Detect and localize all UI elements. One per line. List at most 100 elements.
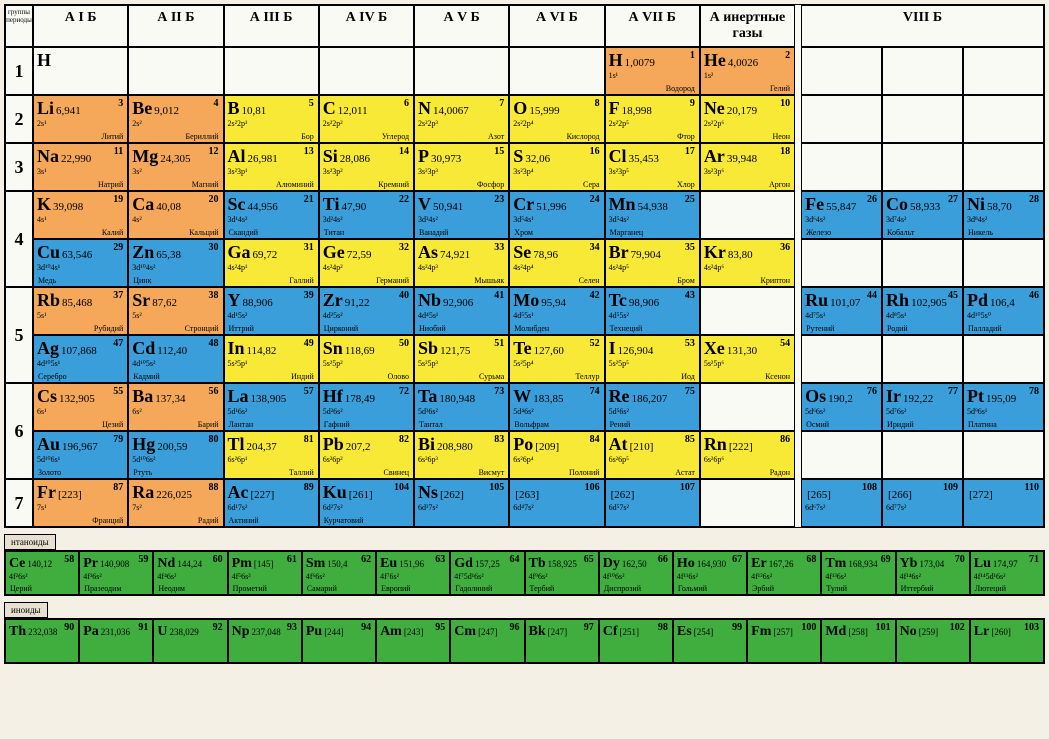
element-symbol: Lu xyxy=(974,556,991,571)
electron-config: 6s²6p⁶ xyxy=(704,456,791,464)
electron-config: 3s²3p⁵ xyxy=(609,168,696,176)
atomic-number: 100 xyxy=(801,622,816,633)
element-name: Сера xyxy=(583,180,600,189)
element-symbol: At xyxy=(609,434,628,454)
atomic-number: 9 xyxy=(690,98,695,109)
atomic-mass: 183,85 xyxy=(533,393,563,405)
atomic-mass: 72,59 xyxy=(347,249,372,261)
atomic-mass: 47,90 xyxy=(341,201,366,213)
atomic-mass: 167,26 xyxy=(769,559,794,569)
element-name: Кальций xyxy=(189,228,218,237)
element-cell: 84Po[209]6s²6p⁴Полоний xyxy=(509,431,604,479)
element-name: Титан xyxy=(324,228,344,237)
element-cell: 24Cr51,9963d⁵4s¹Хром xyxy=(509,191,604,239)
atomic-number: 16 xyxy=(590,146,600,157)
element-name: Марганец xyxy=(610,228,644,237)
element-symbol: La xyxy=(228,386,249,406)
element-symbol: Er xyxy=(751,556,767,571)
element-name: Диспрозий xyxy=(604,584,641,593)
element-cell: 63Eu151,964f⁷6s²Европий xyxy=(376,551,450,595)
atomic-number: 76 xyxy=(867,386,877,397)
electron-config: 6d²7s² xyxy=(323,504,410,512)
atomic-mass: 140,12 xyxy=(27,559,52,569)
atomic-mass: [262] xyxy=(440,489,464,501)
element-symbol: Cs xyxy=(37,386,57,406)
element-cell: 96Cm[247] xyxy=(450,619,524,663)
atomic-number: 20 xyxy=(209,194,219,205)
element-cell: 77Ir192,225d⁷6s²Иридий xyxy=(882,383,963,431)
atomic-mass: 6,941 xyxy=(56,105,81,117)
atomic-number: 37 xyxy=(113,290,123,301)
atomic-number: 2 xyxy=(785,50,790,61)
electron-config: 6d¹7s² xyxy=(228,504,315,512)
element-name: Иттрий xyxy=(229,324,254,333)
electron-config: 3d¹⁰4s² xyxy=(132,264,219,272)
element-cell: 3Li6,9412s¹Литий xyxy=(33,95,128,143)
element-symbol: Tm xyxy=(825,556,846,571)
element-cell: 70Yb173,044f¹⁴6s²Иттербий xyxy=(896,551,970,595)
electron-config: 5d²6s² xyxy=(323,408,410,416)
group-header: А II Б xyxy=(128,5,223,47)
element-cell: 11Na22,9903s¹Натрий xyxy=(33,143,128,191)
atomic-number: 64 xyxy=(510,554,520,565)
atomic-mass: 200,59 xyxy=(157,441,187,453)
atomic-number: 28 xyxy=(1029,194,1039,205)
element-symbol: B xyxy=(228,98,240,118)
element-name: Неон xyxy=(772,132,790,141)
atomic-number: 80 xyxy=(209,434,219,445)
atomic-number: 58 xyxy=(64,554,74,565)
electron-config: 5s¹ xyxy=(37,312,124,320)
atomic-mass: 101,07 xyxy=(830,297,860,309)
atomic-mass: [265] xyxy=(807,489,831,501)
atomic-number: 56 xyxy=(209,386,219,397)
element-name: Криптон xyxy=(761,276,791,285)
element-name: Цинк xyxy=(133,276,151,285)
atomic-number: 8 xyxy=(595,98,600,109)
atomic-number: 53 xyxy=(685,338,695,349)
element-cell: 90Th232,038 xyxy=(5,619,79,663)
element-symbol: Pt xyxy=(967,386,984,406)
atomic-mass: 226,025 xyxy=(156,489,192,501)
element-symbol: Nd xyxy=(157,556,175,571)
atomic-number: 98 xyxy=(658,622,668,633)
element-symbol: Ga xyxy=(228,242,251,262)
element-symbol: Kr xyxy=(704,242,726,262)
electron-config: 4s² xyxy=(132,216,219,224)
element-symbol: Te xyxy=(513,338,531,358)
element-symbol: Cr xyxy=(513,194,534,214)
element-symbol: Be xyxy=(132,98,152,118)
element-cell: 53I126,9045s²5p⁵Иод xyxy=(605,335,700,383)
electron-config: 4f⁴6s² xyxy=(157,573,223,581)
lanthanide-label: нтаноиды xyxy=(4,534,56,550)
atomic-mass: [260] xyxy=(991,627,1011,637)
atomic-mass: 131,30 xyxy=(727,345,757,357)
element-name: Барий xyxy=(198,420,219,429)
electron-config: 2s²2p³ xyxy=(418,120,505,128)
element-symbol: Tb xyxy=(529,556,546,571)
atomic-mass: 20,179 xyxy=(727,105,757,117)
atomic-mass: [261] xyxy=(349,489,373,501)
element-cell: 69Tm168,9344f¹³6s²Тулий xyxy=(821,551,895,595)
element-cell: 58Ce140,124f²6s²Церий xyxy=(5,551,79,595)
element-symbol: Ce xyxy=(9,556,25,571)
electron-config: 3d³4s² xyxy=(418,216,505,224)
atomic-number: 13 xyxy=(304,146,314,157)
element-name: Цезий xyxy=(102,420,123,429)
atomic-mass: [259] xyxy=(919,627,939,637)
element-symbol: Mg xyxy=(132,146,158,166)
atomic-number: 51 xyxy=(494,338,504,349)
electron-config: 3d¹⁰4s¹ xyxy=(37,264,124,272)
element-name: Висмут xyxy=(479,468,505,477)
element-cell: 40Zr91,224d²5s²Цирконий xyxy=(319,287,414,335)
atomic-number: 65 xyxy=(584,554,594,565)
element-name: Стронций xyxy=(185,324,219,333)
element-symbol: Pa xyxy=(83,624,99,639)
atomic-number: 70 xyxy=(955,554,965,565)
element-name: Астат xyxy=(675,468,695,477)
lanthanide-row: 58Ce140,124f²6s²Церий59Pr140,9084f³6s²Пр… xyxy=(4,550,1045,596)
atomic-mass: 54,938 xyxy=(638,201,668,213)
atomic-number: 66 xyxy=(658,554,668,565)
atomic-number: 61 xyxy=(287,554,297,565)
group-header: А III Б xyxy=(224,5,319,47)
atomic-number: 95 xyxy=(435,622,445,633)
